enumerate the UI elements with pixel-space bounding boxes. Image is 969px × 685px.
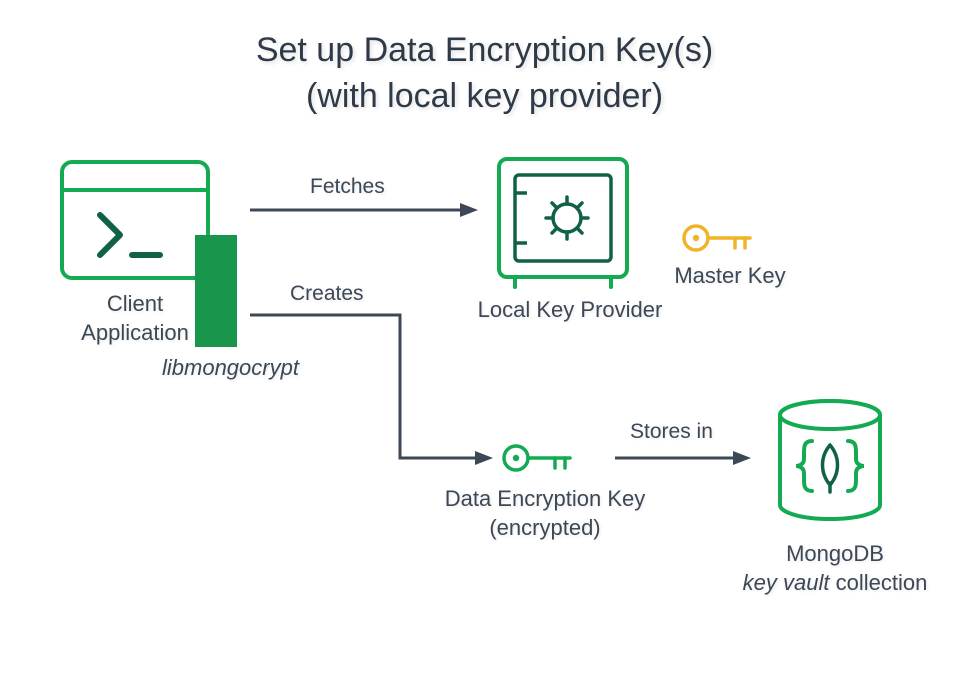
- key-icon: [680, 218, 760, 258]
- key-icon: [500, 438, 580, 478]
- mongo-line2-rest: collection: [829, 570, 927, 595]
- edge-label-creates: Creates: [290, 282, 364, 306]
- mongo-line1: MongoDB: [786, 541, 884, 566]
- title-line-1: Set up Data Encryption Key(s): [0, 28, 969, 74]
- dek-line1: Data Encryption Key: [445, 486, 646, 511]
- client-app-line2: Application: [81, 320, 189, 345]
- data-encryption-key-label: Data Encryption Key (encrypted): [430, 485, 660, 542]
- mongo-line2-italic: key vault: [743, 570, 830, 595]
- dek-line2: (encrypted): [489, 515, 600, 540]
- local-key-provider-label: Local Key Provider: [470, 296, 670, 325]
- arrow-fetches: [250, 200, 480, 230]
- database-icon: [760, 395, 900, 535]
- edge-label-fetches: Fetches: [310, 175, 385, 199]
- master-key-label: Master Key: [665, 262, 795, 291]
- terminal-icon: [60, 160, 210, 280]
- edge-label-stores-in: Stores in: [630, 420, 713, 444]
- arrow-creates: [250, 305, 500, 475]
- libmongocrypt-block: [195, 235, 237, 347]
- client-app-line1: Client: [107, 291, 163, 316]
- title-line-2: (with local key provider): [0, 74, 969, 120]
- diagram-title: Set up Data Encryption Key(s) (with loca…: [0, 28, 969, 120]
- mongodb-label: MongoDB key vault collection: [730, 540, 940, 597]
- arrow-stores-in: [615, 448, 755, 478]
- vault-icon: [495, 155, 635, 295]
